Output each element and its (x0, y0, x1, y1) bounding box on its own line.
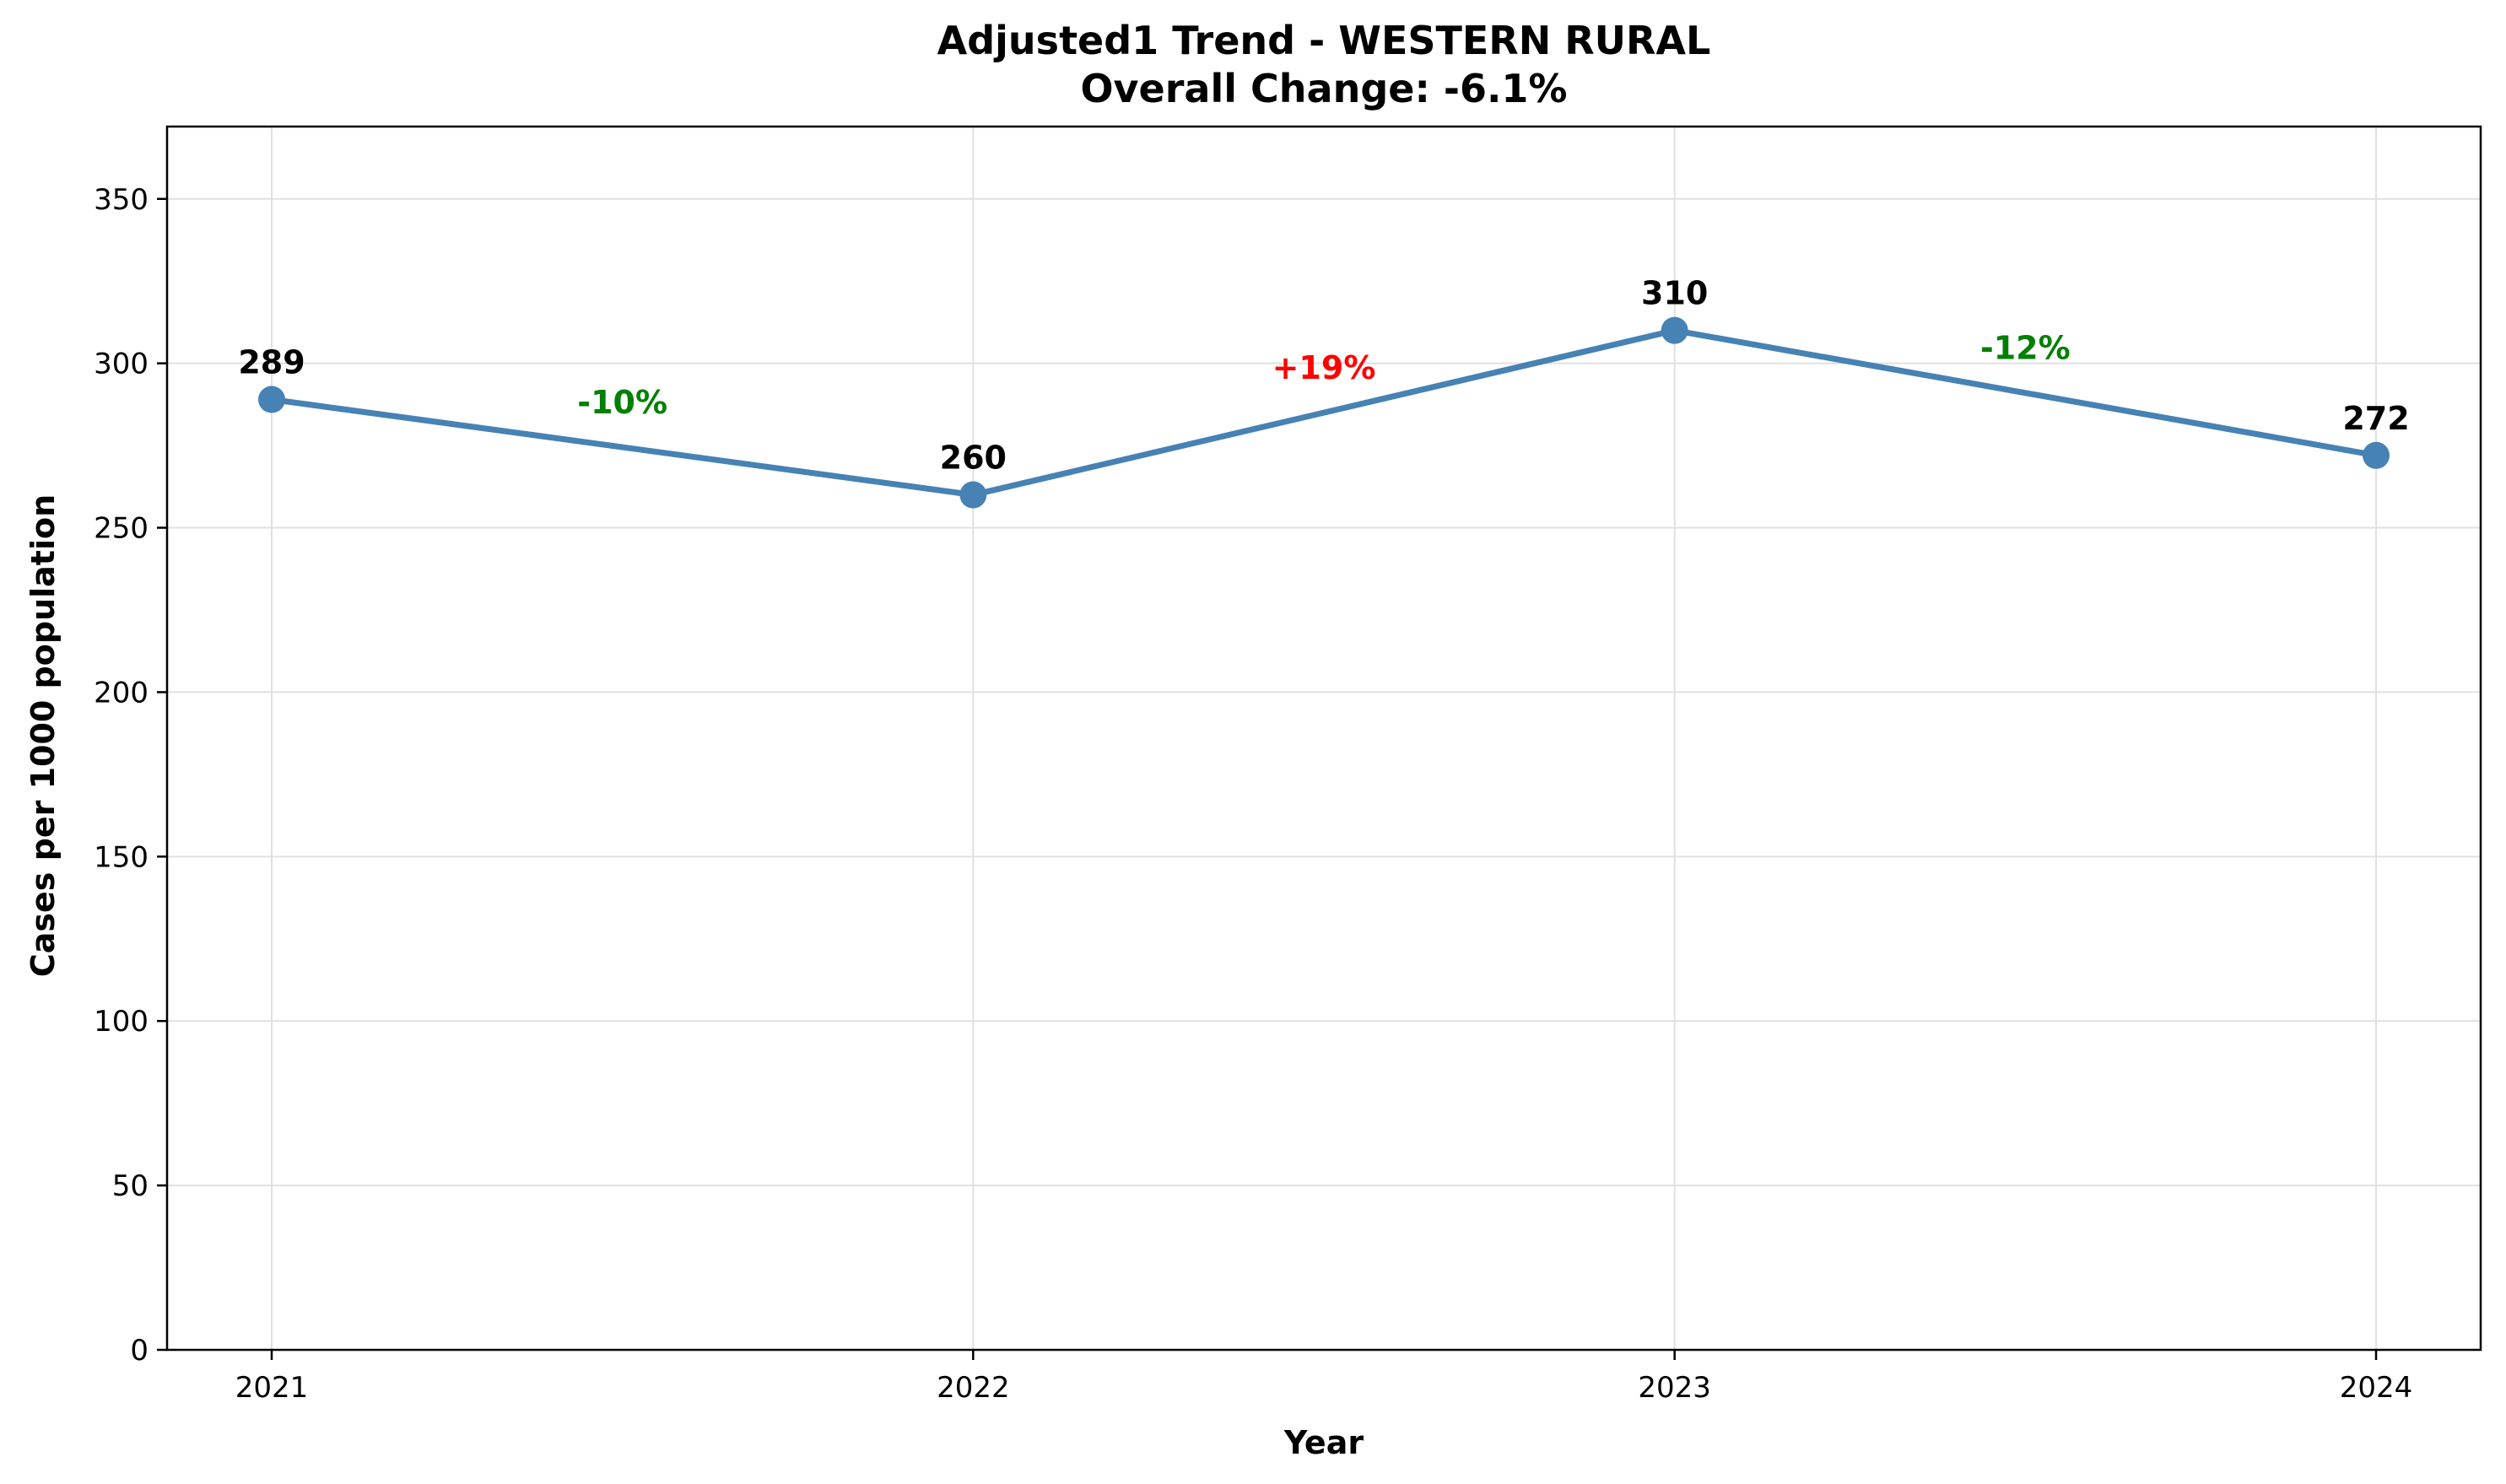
change-label: -10% (577, 384, 667, 421)
chart-title: Adjusted1 Trend - WESTERN RURAL (937, 18, 1711, 63)
y-tick-label: 250 (94, 512, 149, 546)
data-label: 310 (1641, 275, 1708, 312)
y-axis-label: Cases per 1000 population (24, 494, 62, 977)
series-polyline (268, 327, 2379, 499)
data-label: 272 (2342, 400, 2409, 437)
y-tick-label: 100 (94, 1005, 149, 1039)
y-tick-label: 50 (112, 1169, 149, 1203)
x-tick-label: 2023 (1638, 1371, 1711, 1405)
change-label: +19% (1272, 349, 1376, 386)
data-points (258, 316, 2390, 509)
y-tick-label: 200 (94, 676, 149, 710)
axis-ticks: 0 50 100 150 200 250 300 350 2021 2022 2023 2024 (94, 183, 2412, 1405)
data-label: 260 (940, 440, 1007, 477)
change-label: -12% (1980, 330, 2071, 367)
data-label: 289 (238, 344, 305, 381)
x-tick-label: 2024 (2340, 1371, 2413, 1405)
data-labels: 289 260 310 272 (238, 275, 2409, 477)
data-point (2363, 441, 2390, 469)
x-axis-label: Year (1283, 1424, 1364, 1461)
change-labels: -10% +19% -12% (577, 330, 2070, 421)
y-tick-label: 350 (94, 183, 149, 217)
y-tick-label: 0 (130, 1334, 149, 1368)
grid-lines (167, 127, 2481, 1351)
data-point (1661, 316, 1688, 344)
plot-frame (165, 125, 2482, 1352)
x-tick-label: 2022 (937, 1371, 1010, 1405)
chart-subtitle: Overall Change: -6.1% (1080, 66, 1567, 111)
series-line (268, 327, 2379, 499)
y-tick-label: 150 (94, 840, 149, 874)
y-tick-label: 300 (94, 348, 149, 381)
x-tick-label: 2021 (235, 1371, 309, 1405)
data-point (258, 386, 285, 413)
data-point (959, 481, 987, 509)
